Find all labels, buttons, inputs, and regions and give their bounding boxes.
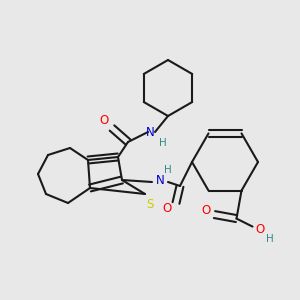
Text: S: S xyxy=(146,197,154,211)
Text: O: O xyxy=(99,115,109,128)
Text: H: H xyxy=(159,138,167,148)
Text: H: H xyxy=(164,165,172,175)
Text: N: N xyxy=(146,125,154,139)
Text: H: H xyxy=(266,234,273,244)
Text: O: O xyxy=(202,204,211,217)
Text: O: O xyxy=(162,202,172,215)
Text: N: N xyxy=(156,173,164,187)
Text: O: O xyxy=(255,223,264,236)
